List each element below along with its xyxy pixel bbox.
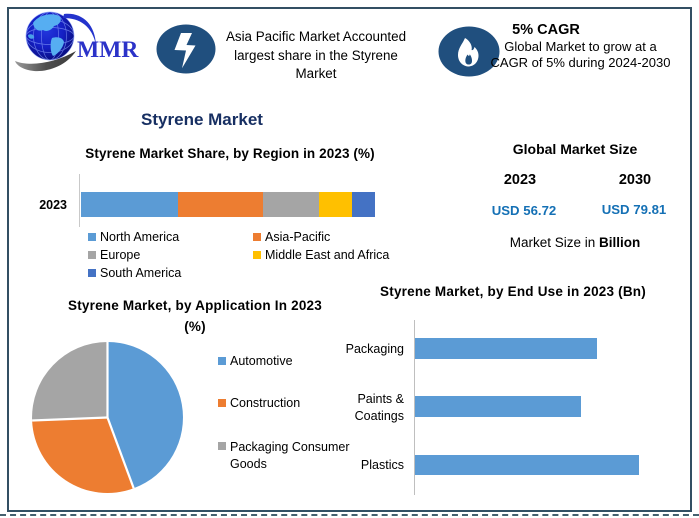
svg-text:MMR: MMR (77, 37, 139, 63)
